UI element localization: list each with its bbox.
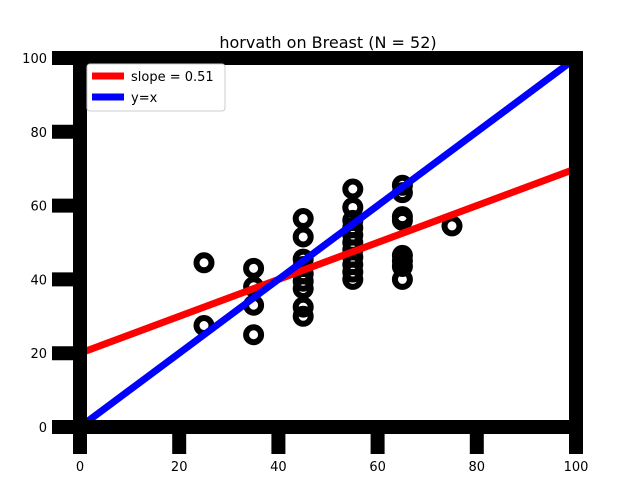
y-tick-label: 40 (30, 273, 47, 288)
y-tick-label: 20 (30, 347, 47, 362)
scatter-point (342, 268, 364, 290)
axis-ticks: 0 20 40 60 80 100 0 20 40 60 80 100 (22, 51, 589, 475)
x-tick-label: 100 (564, 460, 589, 475)
x-tick-label: 80 (469, 460, 486, 475)
scatter-point (193, 252, 215, 274)
legend: slope = 0.51 y=x (86, 63, 226, 112)
x-tick-label: 60 (369, 460, 386, 475)
scatter-point (243, 257, 265, 279)
x-tick-label: 0 (76, 460, 84, 475)
y-tick-label: 80 (30, 126, 47, 141)
line-y-x (80, 58, 576, 427)
axes-frame (52, 51, 583, 434)
y-tick-label: 0 (39, 421, 47, 436)
plot-area (80, 58, 576, 427)
scatter-point (441, 215, 463, 237)
scatter-point (292, 296, 314, 318)
x-tick-label: 20 (171, 460, 188, 475)
scatter-point (292, 305, 314, 327)
legend-label: y=x (131, 91, 158, 106)
scatter-point (292, 278, 314, 300)
scatter-point (342, 261, 364, 283)
scatter-point (391, 209, 413, 231)
y-tick-label: 60 (30, 200, 47, 215)
chart-title: horvath on Breast (N = 52) (219, 33, 436, 52)
scatter-point (292, 208, 314, 230)
scatter-point (243, 324, 265, 346)
line-slope-0-51 (80, 165, 576, 357)
scatter-point (292, 226, 314, 248)
scatter-point (391, 268, 413, 290)
y-tick-label: 100 (22, 52, 47, 67)
plot-content (80, 58, 576, 427)
scatter-point (342, 178, 364, 200)
legend-label: slope = 0.51 (131, 70, 214, 85)
x-tick-label: 40 (270, 460, 287, 475)
